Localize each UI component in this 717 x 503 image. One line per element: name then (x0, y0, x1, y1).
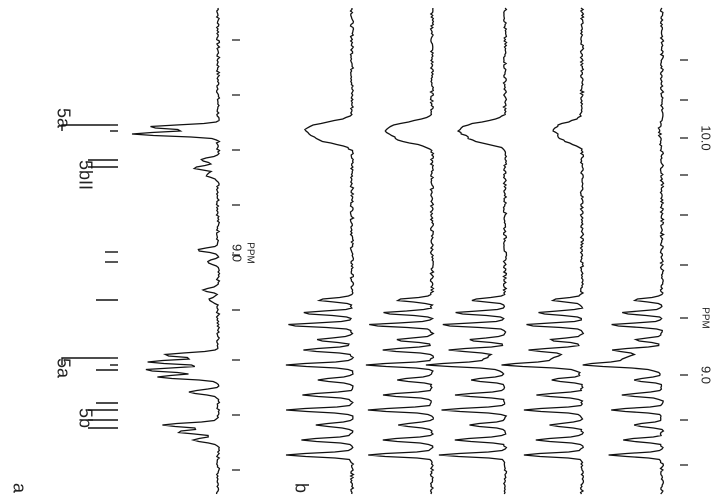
panel-label: a (9, 483, 29, 494)
bracket (61, 124, 110, 131)
spectrum-trace (365, 7, 435, 495)
axis-unit: PPM (699, 307, 710, 329)
axis-unit: PPM (244, 242, 255, 264)
spectrum-trace (131, 7, 221, 495)
assignment-label: 5b (75, 408, 95, 428)
axis-tick-label: 9.0 (230, 244, 245, 262)
spectrum-trace (582, 7, 665, 495)
spectrum-trace (425, 7, 508, 495)
bracket (61, 357, 110, 365)
assignment-label: 5bII (75, 160, 95, 190)
axis-tick-label: 10.0 (699, 125, 714, 150)
assignment-label: 5a (53, 358, 73, 379)
assignment-label: 5a (53, 108, 73, 129)
spectrum-trace (501, 7, 585, 495)
panel-label: b (291, 483, 311, 493)
axis-tick-label: 9.0 (699, 366, 714, 384)
spectrum-trace (285, 7, 355, 495)
